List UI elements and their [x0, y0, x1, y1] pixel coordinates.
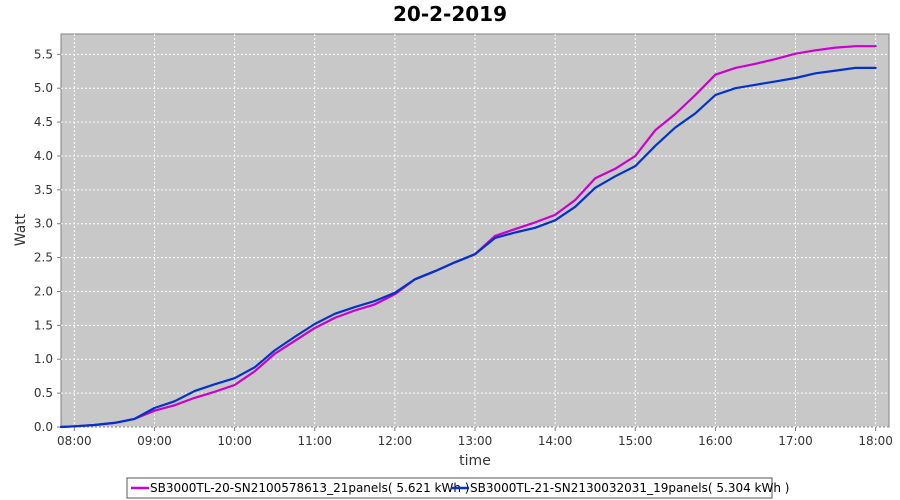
y-axis-label: Watt [13, 213, 29, 246]
x-axis: 08:00 09:00 10:00 11:00 12:00 13:00 14:00 15:00… [57, 427, 893, 448]
series-lines [59, 45, 877, 429]
y-tick-label: 5.5 [34, 47, 53, 61]
y-tick-label: 2.0 [34, 284, 53, 298]
x-tick-label: 11:00 [297, 434, 332, 448]
y-tick-label: 1.5 [34, 318, 53, 332]
x-axis-label: time [459, 453, 491, 469]
x-tick-label: 10:00 [217, 434, 252, 448]
x-tick-label: 08:00 [57, 434, 92, 448]
y-axis: 0.0 0.5 1.0 1.5 2.0 2.5 3.0 3.5 4.0 4.5 5.0 5.5 [34, 47, 61, 434]
grid-lines [61, 34, 889, 428]
chart-title: 20-2-2019 [393, 2, 507, 26]
y-tick-label: 2.5 [34, 251, 53, 265]
x-tick-label: 18:00 [858, 434, 893, 448]
x-tick-label: 16:00 [698, 434, 733, 448]
y-tick-label: 3.5 [34, 183, 53, 197]
y-tick-label: 1.0 [34, 352, 53, 366]
x-tick-label: 14:00 [538, 434, 573, 448]
series-line-2 [59, 66, 877, 429]
y-tick-label: 0.5 [34, 386, 53, 400]
legend-label-series-1: SB3000TL-20-SN2100578613_21panels( 5.621… [150, 481, 469, 495]
y-tick-label: 5.0 [34, 81, 53, 95]
x-tick-label: 12:00 [378, 434, 413, 448]
x-tick-label: 17:00 [778, 434, 813, 448]
x-tick-label: 13:00 [458, 434, 493, 448]
y-tick-label: 4.0 [34, 149, 53, 163]
legend: SB3000TL-20-SN2100578613_21panels( 5.621… [126, 477, 789, 499]
y-tick-label: 4.5 [34, 115, 53, 129]
legend-box [126, 477, 773, 499]
legend-label-series-2: SB3000TL-21-SN2130032031_19panels( 5.304… [470, 481, 789, 495]
x-tick-label: 09:00 [137, 434, 172, 448]
x-tick-label: 15:00 [618, 434, 653, 448]
y-tick-label: 0.0 [34, 420, 53, 434]
y-tick-label: 3.0 [34, 217, 53, 231]
